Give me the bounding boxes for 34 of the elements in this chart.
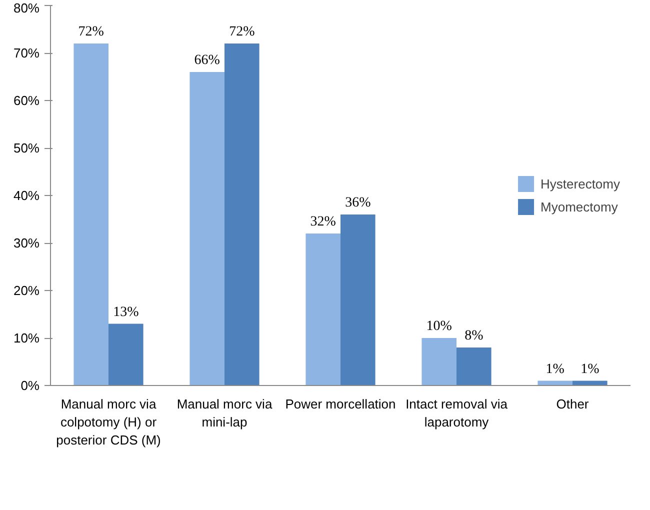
- bar: [74, 44, 108, 386]
- bar: [224, 44, 260, 386]
- data-label: 72%: [78, 24, 104, 40]
- data-label: 1%: [580, 362, 600, 377]
- x-tick-label: Manual morc via colpotomy (H) or posterior CDS (M): [56, 396, 161, 448]
- y-tick-label: 80%: [13, 0, 40, 16]
- y-tick-label: 50%: [13, 140, 40, 156]
- data-label: 72%: [229, 24, 256, 40]
- data-label: 66%: [194, 53, 220, 68]
- y-tick-label: 20%: [13, 283, 40, 298]
- bar: [108, 324, 144, 386]
- bar: [306, 234, 340, 386]
- data-label: 36%: [345, 196, 372, 210]
- x-tick-label: Manual morc via mini-lap: [176, 396, 273, 430]
- data-label: 13%: [113, 304, 140, 320]
- data-label: 10%: [426, 319, 452, 334]
- data-label: 1%: [546, 362, 565, 377]
- y-tick-label: 40%: [13, 188, 40, 203]
- data-label: 32%: [310, 214, 336, 230]
- y-tick-label: 0%: [20, 378, 40, 393]
- bar: [422, 338, 456, 386]
- y-tick-label: 30%: [13, 236, 40, 250]
- y-tick-label: 10%: [13, 330, 40, 346]
- legend-label: Hysterectomy: [540, 176, 620, 191]
- bar: [456, 348, 492, 386]
- x-tick-label: Other: [556, 396, 590, 412]
- bar: [190, 72, 224, 386]
- legend-label: Myomectomy: [540, 199, 618, 214]
- y-tick-label: 70%: [13, 46, 40, 60]
- data-label: 8%: [464, 328, 484, 344]
- x-tick-label: Power morcellation: [285, 396, 396, 412]
- bar: [340, 214, 376, 386]
- y-tick-label: 60%: [13, 93, 40, 108]
- x-tick-label: Intact removal via laparotomy: [406, 396, 508, 430]
